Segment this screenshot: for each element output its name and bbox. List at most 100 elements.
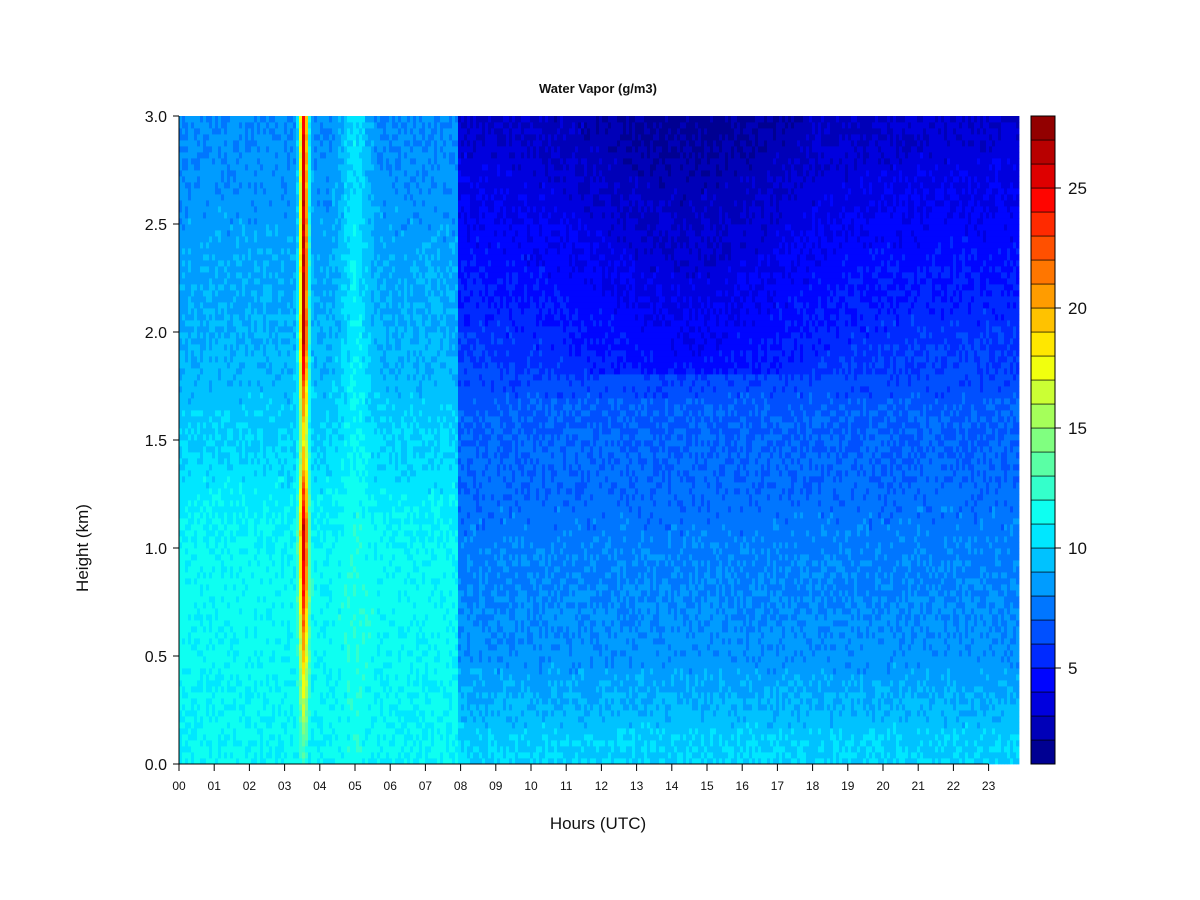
- heatmap-cell: [260, 632, 264, 639]
- heatmap-cell: [236, 194, 240, 201]
- heatmap-cell: [260, 224, 264, 231]
- heatmap-cell: [233, 734, 237, 741]
- heatmap-cell: [257, 272, 261, 279]
- heatmap-cell: [281, 236, 285, 243]
- heatmap-cell: [248, 182, 252, 189]
- heatmap-cell: [236, 632, 240, 639]
- heatmap-cell: [203, 386, 207, 393]
- heatmap-cell: [179, 296, 183, 303]
- heatmap-cell: [248, 668, 252, 675]
- heatmap-cell: [239, 566, 243, 573]
- heatmap-cell: [284, 140, 288, 147]
- heatmap-cell: [317, 626, 321, 633]
- heatmap-cell: [302, 266, 306, 273]
- heatmap-cell: [278, 584, 282, 591]
- heatmap-cell: [314, 362, 318, 369]
- heatmap-cell: [248, 530, 252, 537]
- heatmap-cell: [236, 164, 240, 171]
- heatmap-cell: [275, 734, 279, 741]
- heatmap-cell: [233, 740, 237, 747]
- heatmap-cell: [242, 326, 246, 333]
- heatmap-cell: [233, 254, 237, 261]
- heatmap-cell: [308, 746, 312, 753]
- heatmap-cell: [212, 494, 216, 501]
- heatmap-cell: [188, 554, 192, 561]
- heatmap-cell: [278, 386, 282, 393]
- heatmap-cell: [275, 134, 279, 141]
- heatmap-cell: [188, 176, 192, 183]
- heatmap-cell: [179, 662, 183, 669]
- heatmap-cell: [194, 500, 198, 507]
- heatmap-cell: [221, 758, 225, 765]
- heatmap-cell: [299, 206, 303, 213]
- heatmap-cell: [245, 650, 249, 657]
- heatmap-cell: [188, 602, 192, 609]
- heatmap-cell: [266, 164, 270, 171]
- heatmap-cell: [191, 356, 195, 363]
- heatmap-cell: [311, 728, 315, 735]
- heatmap-cell: [221, 578, 225, 585]
- heatmap-cell: [212, 524, 216, 531]
- heatmap-cell: [299, 434, 303, 441]
- heatmap-cell: [221, 518, 225, 525]
- heatmap-cell: [293, 368, 297, 375]
- heatmap-cell: [218, 644, 222, 651]
- heatmap-cell: [311, 518, 315, 525]
- heatmap-cell: [200, 284, 204, 291]
- heatmap-cell: [296, 398, 300, 405]
- heatmap-cell: [314, 302, 318, 309]
- heatmap-cell: [194, 554, 198, 561]
- heatmap-cell: [197, 440, 201, 447]
- heatmap-cell: [281, 230, 285, 237]
- heatmap-cell: [305, 572, 309, 579]
- heatmap-cell: [224, 500, 228, 507]
- heatmap-cell: [254, 686, 258, 693]
- heatmap-cell: [203, 314, 207, 321]
- heatmap-cell: [302, 548, 306, 555]
- heatmap-cell: [221, 344, 225, 351]
- heatmap-cell: [269, 398, 273, 405]
- heatmap-cell: [194, 470, 198, 477]
- heatmap-cell: [206, 182, 210, 189]
- heatmap-cell: [278, 494, 282, 501]
- heatmap-cell: [194, 326, 198, 333]
- heatmap-cell: [182, 752, 186, 759]
- heatmap-cell: [188, 626, 192, 633]
- heatmap-cell: [314, 194, 318, 201]
- heatmap-cell: [272, 374, 276, 381]
- heatmap-cell: [278, 254, 282, 261]
- heatmap-cell: [266, 422, 270, 429]
- heatmap-cell: [215, 284, 219, 291]
- heatmap-cell: [311, 314, 315, 321]
- heatmap-cell: [239, 464, 243, 471]
- heatmap-cell: [236, 338, 240, 345]
- heatmap-cell: [239, 356, 243, 363]
- heatmap-cell: [236, 740, 240, 747]
- heatmap-cell: [284, 686, 288, 693]
- heatmap-cell: [242, 338, 246, 345]
- heatmap-cell: [218, 188, 222, 195]
- heatmap-cell: [188, 398, 192, 405]
- heatmap-cell: [197, 152, 201, 159]
- heatmap-cell: [290, 470, 294, 477]
- heatmap-cell: [233, 164, 237, 171]
- heatmap-cell: [230, 398, 234, 405]
- heatmap-cell: [212, 248, 216, 255]
- heatmap-cell: [179, 650, 183, 657]
- heatmap-cell: [305, 614, 309, 621]
- heatmap-cell: [263, 140, 267, 147]
- heatmap-cell: [257, 434, 261, 441]
- heatmap-cell: [269, 560, 273, 567]
- heatmap-cell: [284, 506, 288, 513]
- heatmap-cell: [194, 284, 198, 291]
- heatmap-cell: [284, 518, 288, 525]
- heatmap-cell: [248, 500, 252, 507]
- heatmap-cell: [182, 758, 186, 765]
- heatmap-cell: [200, 308, 204, 315]
- heatmap-cell: [197, 434, 201, 441]
- heatmap-cell: [278, 740, 282, 747]
- heatmap-cell: [305, 686, 309, 693]
- heatmap-cell: [293, 506, 297, 513]
- heatmap-cell: [269, 344, 273, 351]
- heatmap-cell: [203, 524, 207, 531]
